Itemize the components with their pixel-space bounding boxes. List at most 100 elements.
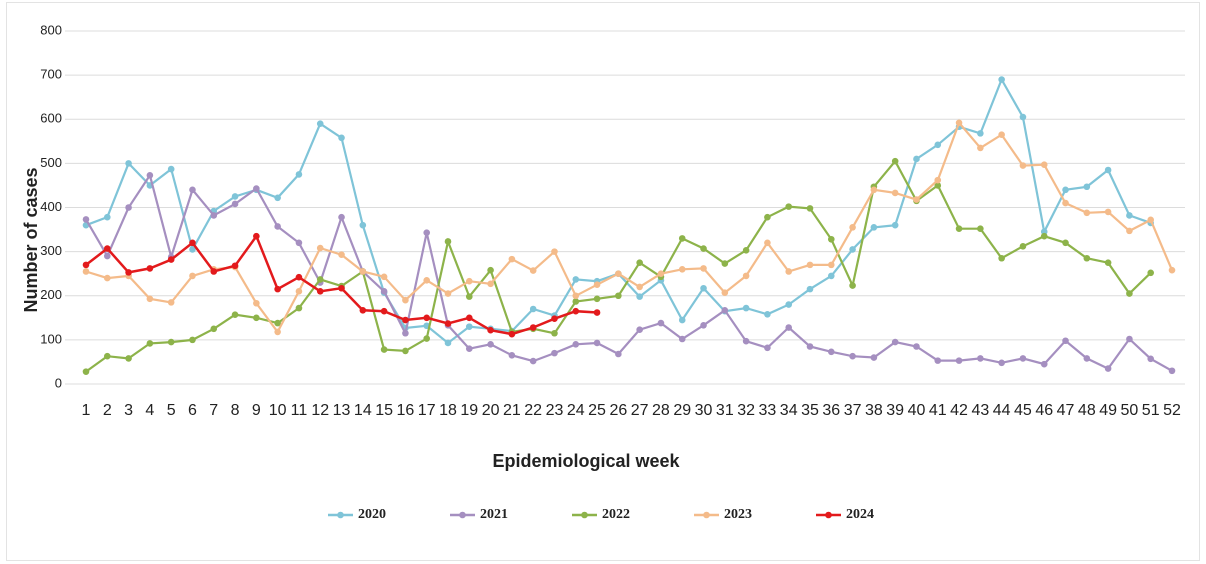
legend-label: 2020	[358, 507, 386, 522]
x-tick-label: 10	[269, 402, 287, 419]
data-point	[1147, 216, 1155, 224]
data-point	[572, 298, 580, 305]
x-tick-label: 6	[188, 402, 197, 419]
data-point	[955, 119, 963, 127]
data-point	[423, 314, 431, 322]
data-point	[359, 307, 367, 314]
data-point	[764, 239, 771, 247]
data-point	[742, 247, 750, 254]
data-point	[636, 293, 643, 300]
data-point	[253, 314, 260, 322]
data-point	[125, 355, 132, 362]
y-tick-label: 100	[40, 331, 62, 346]
legend-marker	[703, 511, 710, 519]
data-point	[998, 131, 1005, 138]
data-point	[657, 270, 665, 277]
data-point	[1083, 254, 1091, 262]
data-point	[913, 155, 920, 163]
data-point	[678, 335, 686, 343]
data-point	[891, 221, 899, 229]
x-tick-label: 27	[631, 402, 649, 419]
data-point	[572, 340, 580, 348]
y-axis-title: Number of cases	[21, 167, 41, 312]
x-tick-label: 18	[439, 402, 457, 419]
data-point	[167, 299, 175, 306]
data-point	[806, 285, 814, 293]
x-tick-label: 50	[1121, 402, 1139, 419]
data-point	[764, 344, 771, 352]
data-point	[764, 310, 771, 318]
data-point	[359, 268, 367, 275]
data-point	[380, 346, 388, 353]
data-point	[849, 224, 856, 231]
data-point	[444, 238, 452, 245]
data-point	[274, 319, 281, 327]
data-point	[146, 295, 154, 303]
data-point	[913, 196, 920, 203]
data-point	[146, 340, 154, 347]
data-point	[636, 283, 643, 291]
legend-marker	[337, 511, 344, 519]
data-point	[1019, 113, 1027, 121]
data-point	[1147, 355, 1155, 363]
data-point	[125, 269, 132, 276]
x-tick-label: 31	[716, 402, 734, 419]
data-point	[529, 305, 537, 313]
data-point	[615, 292, 622, 300]
series-line	[85, 120, 1174, 334]
data-point	[274, 223, 281, 230]
data-point	[955, 225, 963, 232]
data-point	[1168, 367, 1176, 375]
data-point	[827, 235, 835, 243]
x-tick-label: 5	[167, 402, 176, 419]
data-point	[167, 256, 175, 263]
data-point	[189, 272, 196, 280]
data-point	[1104, 365, 1112, 372]
y-tick-label: 800	[40, 22, 62, 37]
data-point	[593, 339, 601, 347]
data-point	[444, 339, 452, 347]
data-point	[678, 316, 686, 324]
x-tick-label: 2	[103, 402, 112, 419]
data-point	[955, 357, 963, 364]
x-tick-label: 11	[291, 402, 308, 419]
data-point	[338, 134, 345, 142]
legend-label: 2021	[480, 507, 508, 522]
data-point	[402, 316, 409, 324]
x-tick-label: 36	[822, 402, 840, 419]
data-point	[615, 350, 622, 358]
y-tick-label: 300	[40, 243, 62, 258]
data-point	[380, 307, 388, 315]
data-point	[977, 130, 984, 137]
y-tick-label: 400	[40, 199, 62, 214]
data-point	[487, 340, 494, 348]
data-point	[1019, 355, 1027, 362]
data-point	[465, 345, 473, 353]
data-point	[103, 245, 111, 252]
data-point	[125, 160, 132, 167]
x-tick-label: 43	[971, 402, 989, 419]
data-point	[657, 319, 665, 327]
data-point	[274, 285, 281, 293]
data-point	[891, 189, 899, 197]
data-point	[742, 272, 750, 280]
data-point	[1104, 259, 1112, 266]
data-point	[210, 268, 218, 275]
data-point	[1019, 162, 1027, 169]
x-tick-label: 8	[231, 402, 240, 419]
data-point	[1104, 166, 1112, 174]
data-point	[529, 324, 537, 331]
data-point	[785, 203, 793, 210]
data-point	[167, 165, 175, 173]
data-point	[529, 267, 537, 274]
data-point	[551, 329, 558, 337]
x-tick-label: 3	[124, 402, 133, 419]
data-point	[827, 272, 835, 280]
data-point	[1083, 355, 1091, 362]
data-point	[1062, 239, 1069, 247]
x-tick-label: 51	[1142, 402, 1160, 419]
y-tick-label: 700	[40, 67, 62, 82]
x-tick-label: 7	[209, 402, 218, 419]
data-point	[1040, 232, 1048, 240]
